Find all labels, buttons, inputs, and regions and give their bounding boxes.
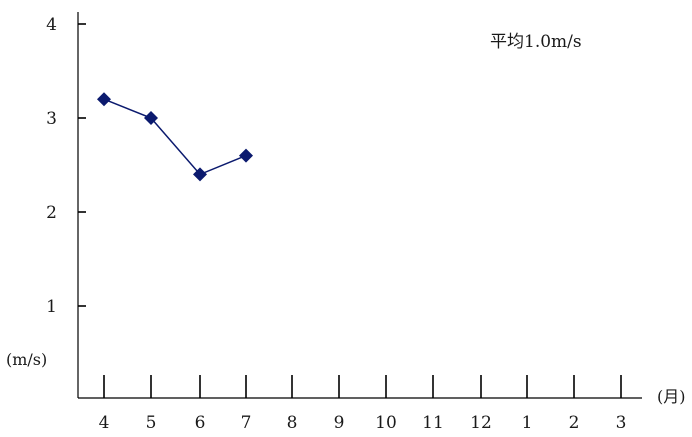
x-tick-label: 7	[241, 413, 252, 433]
data-point	[144, 111, 158, 125]
y-ticks: 1 2 3 4	[46, 15, 86, 317]
x-tick-label: 4	[99, 413, 110, 433]
x-tick-label: 8	[287, 413, 298, 433]
x-ticks: 4 5 6 7 8 9 10 11 12 1 2 3	[99, 375, 627, 433]
annotation-average: 平均1.0m/s	[490, 32, 582, 52]
x-tick-label: 11	[422, 413, 444, 433]
x-tick-label: 2	[569, 413, 580, 433]
y-axis-label: (m/s)	[6, 350, 47, 369]
y-tick-label: 2	[46, 203, 57, 223]
series-group	[97, 92, 253, 182]
x-tick-label: 1	[522, 413, 533, 433]
data-point	[193, 167, 207, 182]
y-tick-label: 1	[46, 297, 57, 317]
x-tick-label: 10	[375, 413, 397, 433]
data-point	[239, 148, 253, 163]
series-line	[103, 98, 247, 176]
x-tick-label: 3	[616, 413, 627, 433]
x-tick-label: 5	[146, 413, 157, 433]
x-tick-label: 12	[470, 413, 492, 433]
y-tick-label: 4	[46, 15, 57, 35]
data-point	[97, 92, 111, 107]
x-tick-label: 9	[334, 413, 345, 433]
y-tick-label: 3	[46, 109, 57, 129]
x-axis-label: (月)	[657, 387, 686, 406]
x-tick-label: 6	[195, 413, 206, 433]
